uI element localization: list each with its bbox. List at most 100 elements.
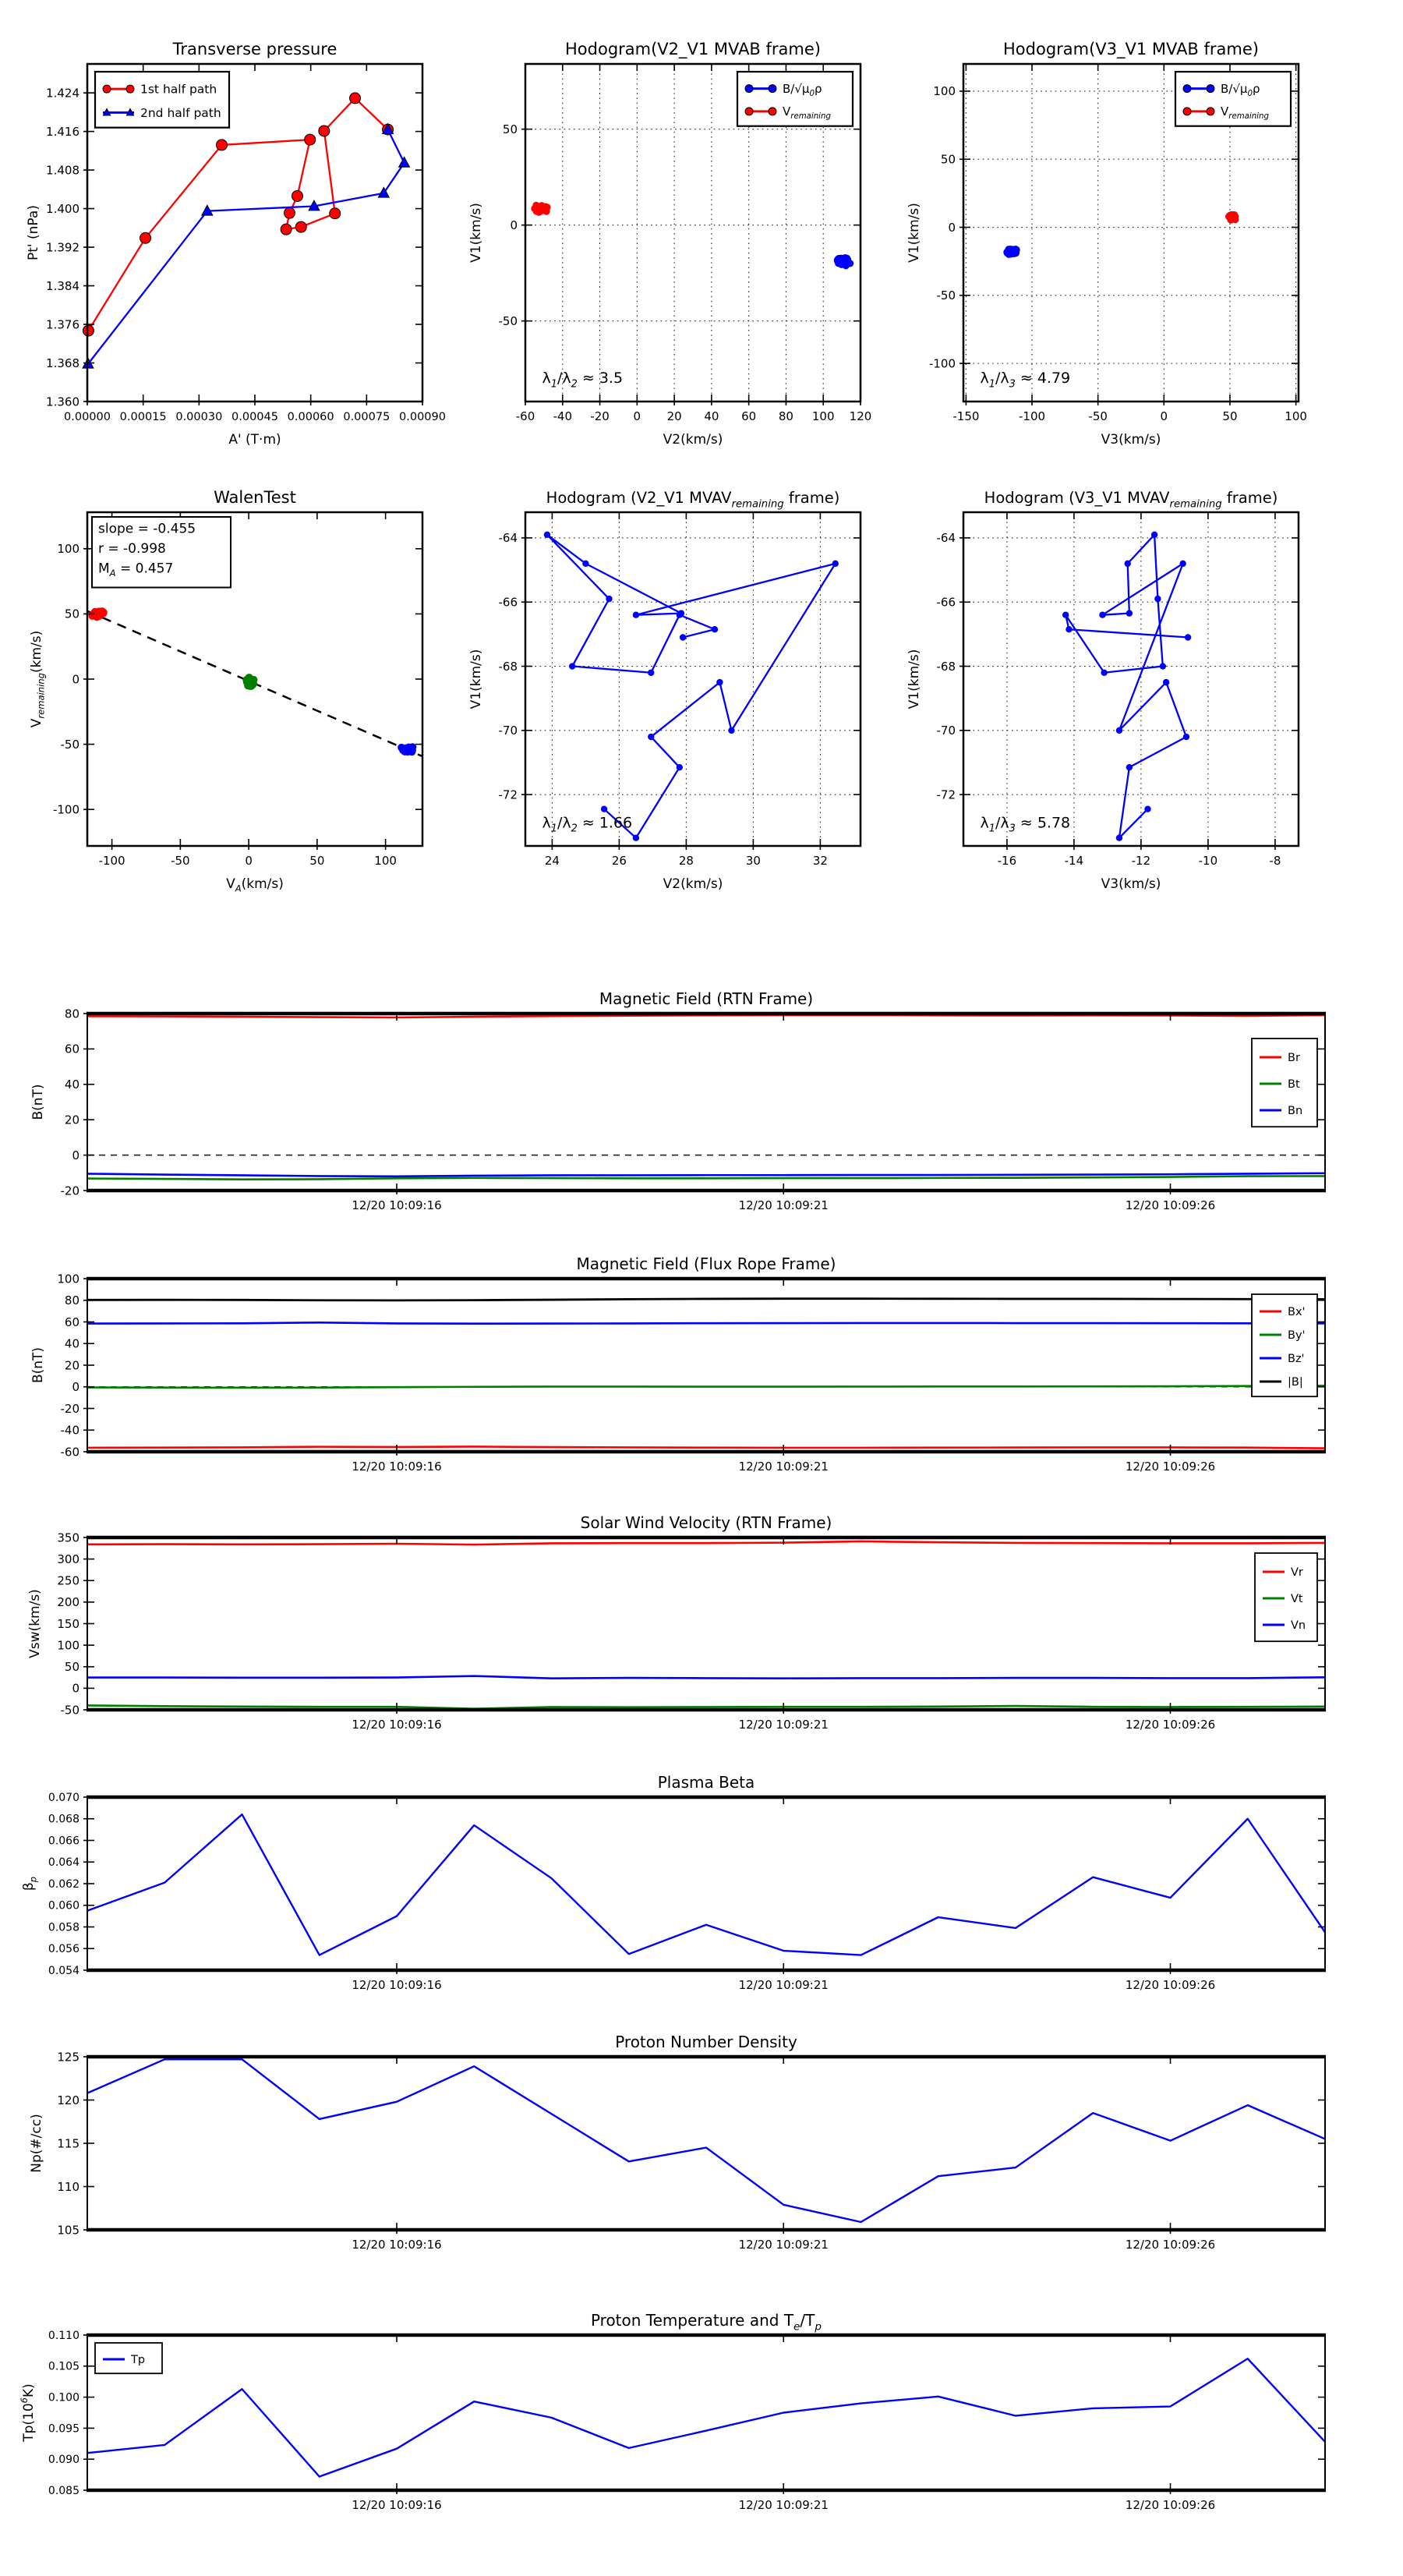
- series-line: [87, 1297, 1326, 1302]
- dot-marker: [716, 678, 723, 686]
- x-tick-label: 0: [245, 854, 253, 868]
- panel-title: Transverse pressure: [172, 40, 337, 58]
- ticks: [83, 512, 422, 850]
- y-tick-label: 1.424: [46, 86, 80, 100]
- y-tick-label: -64: [499, 531, 518, 545]
- dot-marker: [676, 763, 683, 771]
- x-tick-label: 12/20 10:09:26: [1126, 1718, 1215, 1732]
- circle-marker: [744, 107, 754, 116]
- y-tick-label: -66: [499, 595, 518, 609]
- legend-frame: [1174, 70, 1292, 127]
- grid: [963, 512, 1299, 846]
- panel-hodogram-v3v1-mvav: -16 -14 -12 -10 -8 -64 -66 -68 -70 -72 V3(km/s) V1(…: [906, 489, 1300, 892]
- annotation: λ1/λ2 ≈ 3.5: [542, 370, 624, 390]
- y-tick-label: -20: [61, 1184, 80, 1198]
- circle-marker: [140, 232, 152, 244]
- y-tick-label: 115: [57, 2136, 80, 2150]
- x-tick-label: -50: [171, 854, 190, 868]
- x-tick-label: -20: [590, 409, 610, 423]
- series-line: [87, 1445, 1326, 1449]
- y-tick-label: 80: [65, 1007, 80, 1021]
- x-tick-label: 0.00000: [64, 411, 111, 423]
- y-tick-label: 1.392: [46, 240, 80, 254]
- annotation: λ1/λ3 ≈ 5.78: [981, 814, 1071, 834]
- panel-proton-number-density: 12/20 10:09:16 12/20 10:09:21 12/20 10:09:…: [29, 2033, 1326, 2252]
- circle-marker: [283, 207, 295, 219]
- panel-title: WalenTest: [214, 488, 296, 507]
- series-line: [87, 1172, 1326, 1178]
- dot-marker: [728, 727, 735, 734]
- series-Bz': [87, 1322, 1326, 1325]
- y-axis-label: V1(km/s): [906, 649, 922, 709]
- y-tick-label: 50: [65, 1660, 80, 1674]
- x-tick-label: 100: [374, 854, 397, 868]
- y-axis-label: Vsw(km/s): [27, 1589, 43, 1658]
- panel-proton-temperature: 12/20 10:09:16 12/20 10:09:21 12/20 10:09:…: [19, 2311, 1326, 2512]
- x-tick-label: -12: [1132, 854, 1151, 868]
- y-tick-label: 0.056: [48, 1943, 80, 1955]
- ticks: [83, 2056, 1325, 2234]
- y-tick-label: -50: [61, 1703, 80, 1717]
- legend-label: Vremaining: [783, 104, 831, 121]
- series-Bn: [87, 1172, 1326, 1178]
- stats-box-frame: [91, 516, 231, 589]
- axes-frame: [87, 1013, 1326, 1191]
- y-tick-label: 1.408: [46, 163, 80, 177]
- y-tick-label: 100: [57, 1638, 80, 1652]
- series-line: [87, 2358, 1326, 2478]
- cluster-dot: [247, 679, 256, 688]
- x-tick-label: -40: [553, 409, 573, 423]
- y-tick-label: 80: [65, 1293, 80, 1307]
- series-line: [87, 1175, 1326, 1180]
- x-tick-label: 50: [309, 854, 324, 868]
- series-V_remaining: [1225, 211, 1239, 224]
- cluster-dot: [836, 256, 844, 264]
- circle-marker: [329, 207, 341, 220]
- legend-label: Bt: [1288, 1078, 1300, 1091]
- y-tick-label: 105: [57, 2223, 80, 2237]
- y-tick-label: 250: [57, 1574, 80, 1588]
- y-tick-label: 1.384: [46, 279, 80, 293]
- dot-marker: [1126, 763, 1133, 771]
- x-axis-label: V3(km/s): [1101, 876, 1161, 892]
- series-line: [87, 1540, 1326, 1546]
- x-tick-label: 12/20 10:09:16: [352, 1198, 441, 1212]
- dot-marker: [1099, 611, 1106, 618]
- y-tick-label: -40: [61, 1424, 80, 1438]
- x-tick-label: 30: [746, 854, 761, 868]
- dot-marker: [1159, 663, 1167, 670]
- axes-frame: [87, 1537, 1326, 1711]
- panel-transverse-pressure: 0.00000 0.00015 0.00030 0.00045 0.00060 0.000…: [26, 40, 446, 448]
- stats-line: slope = -0.455: [98, 522, 196, 537]
- x-axis-label: A' (T·m): [228, 432, 281, 448]
- series-line: [87, 1704, 1326, 1710]
- circle-marker: [125, 84, 135, 94]
- x-tick-label: 60: [741, 409, 756, 423]
- x-axis-label: V3(km/s): [1101, 432, 1161, 448]
- legend-label: By': [1288, 1329, 1306, 1342]
- x-axis-label: V2(km/s): [663, 432, 723, 448]
- dot-marker: [1062, 611, 1069, 618]
- x-tick-label: 80: [779, 409, 793, 423]
- x-tick-label: 100: [812, 409, 835, 423]
- y-tick-label: 50: [503, 122, 518, 136]
- legend-label: Bz': [1288, 1353, 1305, 1365]
- x-tick-label: 120: [850, 409, 872, 423]
- stats-line: MA = 0.457: [98, 561, 173, 579]
- series-By': [87, 1385, 1326, 1389]
- series-cluster-green: [242, 674, 258, 690]
- y-tick-label: 1.400: [46, 202, 80, 216]
- y-tick-label: 110: [57, 2180, 80, 2194]
- legend: B/√μ0ρ Vremaining: [1174, 70, 1292, 127]
- x-tick-label: 50: [1222, 409, 1237, 423]
- x-tick-label: 0.00075: [343, 411, 390, 423]
- x-tick-label: 0.00015: [120, 411, 167, 423]
- x-tick-label: 0.00045: [231, 411, 278, 423]
- y-tick-label: -70: [499, 724, 518, 738]
- panel-mag-flux-rope: 12/20 10:09:16 12/20 10:09:21 12/20 10:09:…: [30, 1254, 1326, 1474]
- triangle-marker: [102, 108, 111, 116]
- dot-marker: [1066, 626, 1073, 633]
- circle-marker: [1206, 107, 1215, 116]
- ticks: [83, 64, 423, 405]
